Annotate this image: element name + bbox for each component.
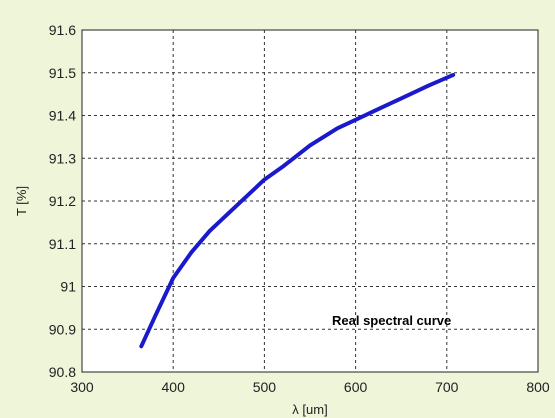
y-tick-label: 91.6	[49, 22, 76, 38]
y-tick-label: 91.1	[49, 236, 76, 252]
y-tick-label: 91.3	[49, 150, 76, 166]
series-layer	[139, 72, 456, 349]
y-tick-label: 91.2	[49, 193, 76, 209]
grid	[82, 30, 538, 372]
x-tick-label: 700	[435, 379, 459, 395]
x-tick-label: 500	[253, 379, 277, 395]
y-tick-label: 91.4	[49, 108, 76, 124]
y-tick-label: 90.8	[49, 364, 76, 380]
x-tick-label: 400	[162, 379, 186, 395]
y-tick-label: 91.5	[49, 65, 76, 81]
x-tick-label: 800	[526, 379, 550, 395]
y-tick-label: 91	[60, 279, 76, 295]
y-axis-label: T [%]	[14, 186, 29, 216]
tick-labels: 300 400 500 600 700 800 90.8 90.9 91 91.1 91.2 91.3…	[49, 22, 550, 395]
x-tick-label: 600	[344, 379, 368, 395]
y-tick-label: 90.9	[49, 321, 76, 337]
annotation-label: Real spectral curve	[332, 313, 451, 328]
x-axis-label: λ [um]	[292, 402, 327, 417]
series-line	[139, 72, 456, 349]
x-tick-label: 300	[70, 379, 94, 395]
